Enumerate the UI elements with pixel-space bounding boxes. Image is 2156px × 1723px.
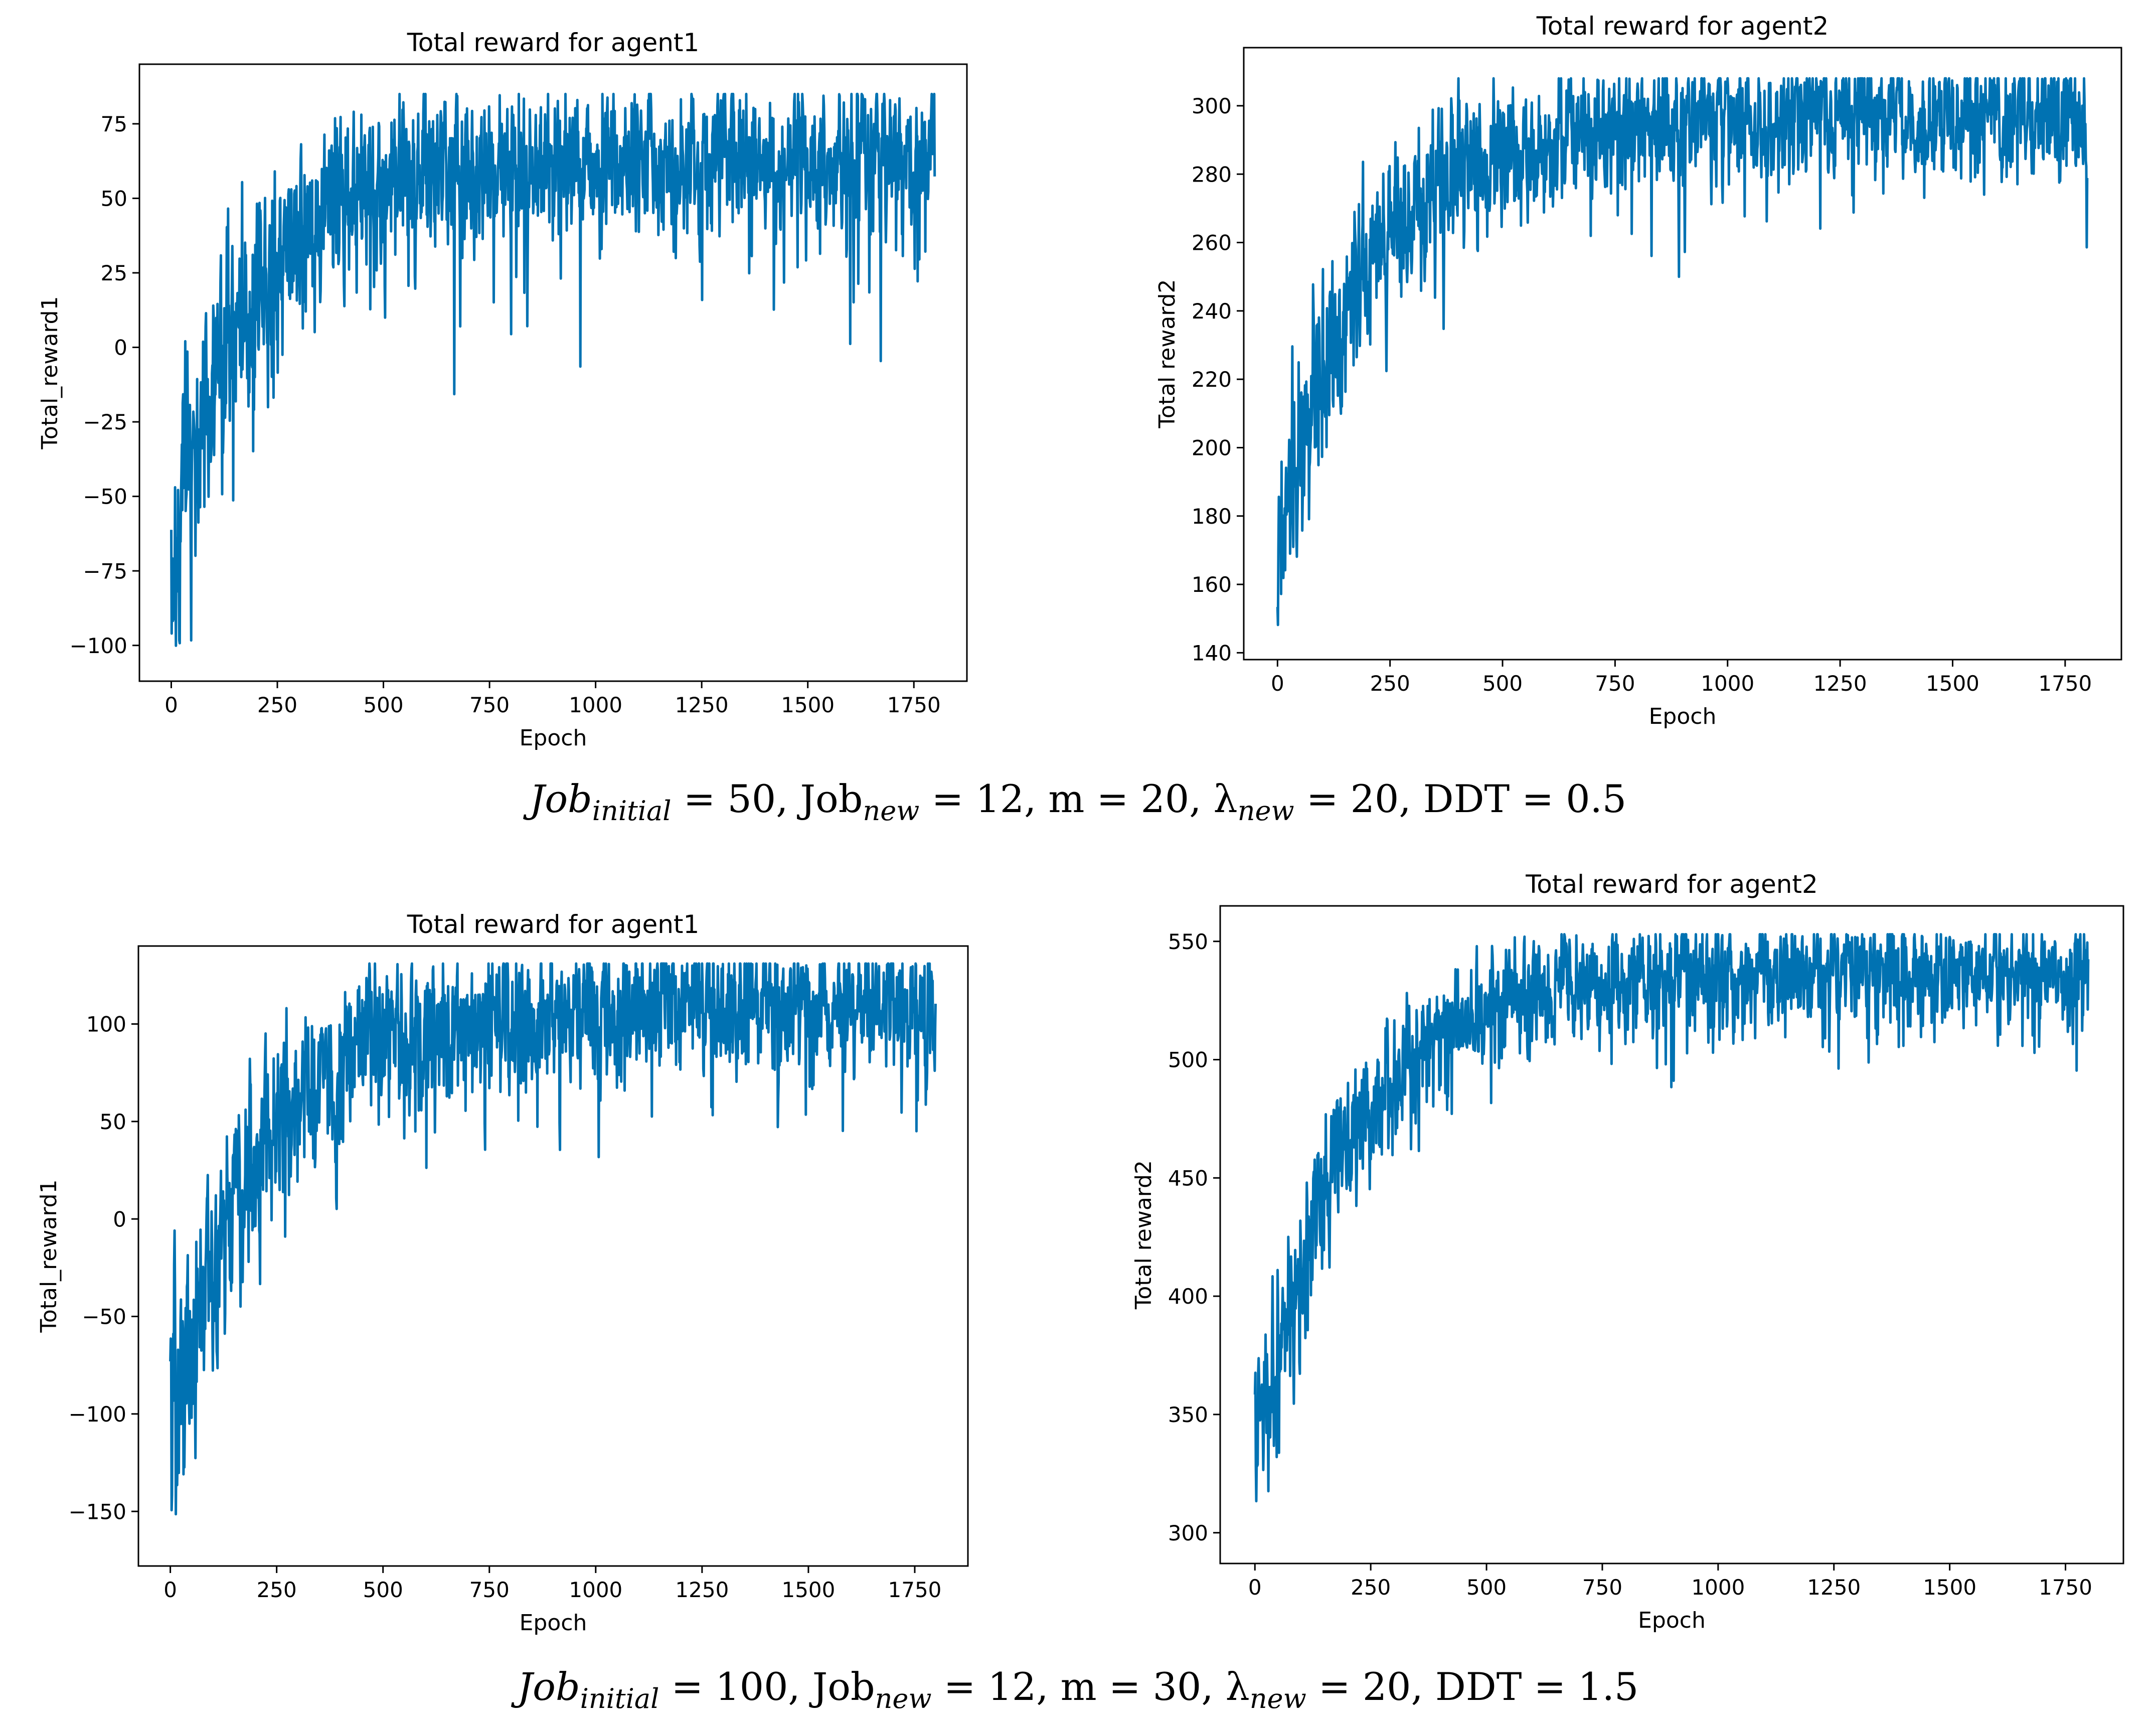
plot-frame [1243, 47, 2122, 661]
y-tick-label: 280 [1192, 162, 1232, 187]
series-line [170, 92, 936, 647]
x-tick-label: 1250 [1807, 1575, 1861, 1600]
chart-title: Total reward for agent1 [407, 910, 700, 939]
chart-1: 0 250 500 750 1000 1250 1500 1750 −100 −75 −50 −25 0… [37, 28, 968, 751]
series-line [1253, 933, 2090, 1503]
y-tick-label: −50 [83, 485, 127, 509]
y-tick-label: 160 [1192, 572, 1232, 597]
y-tick-label: −50 [82, 1305, 126, 1329]
chart-title: Total reward for agent2 [1536, 12, 1829, 41]
x-tick-label: 1000 [569, 693, 622, 717]
x-tick-label: 1000 [1691, 1575, 1745, 1600]
y-tick-label: 500 [1168, 1048, 1208, 1072]
y-tick-label: 75 [101, 112, 127, 136]
caption-top: Jobinitial = 50, Jobnew = 12, m = 20, λn… [529, 776, 1627, 827]
y-axis-label: Total_reward1 [37, 296, 63, 449]
y-tick-label: −100 [69, 1402, 126, 1427]
y-tick-label: 240 [1192, 299, 1232, 324]
y-tick-label: 400 [1168, 1284, 1208, 1309]
x-tick-label: 1500 [1923, 1575, 1976, 1600]
y-tick-label: 0 [114, 336, 127, 360]
y-tick-label: 550 [1168, 929, 1208, 954]
plot-frame [137, 945, 969, 1567]
chart-3: 0 250 500 750 1000 1250 1500 1750 −150 −100 −50 0 50… [36, 910, 969, 1636]
x-tick-label: 500 [363, 1578, 403, 1602]
x-tick-label: 1750 [2039, 1575, 2092, 1600]
y-tick-label: 0 [113, 1207, 126, 1231]
y-tick-label: 300 [1192, 94, 1232, 118]
x-tick-label: 250 [257, 1578, 297, 1602]
chart-4: 0 250 500 750 1000 1250 1500 1750 300 350 400 450 50… [1131, 870, 2124, 1633]
y-axis-label: Total reward2 [1154, 279, 1180, 428]
x-tick-label: 750 [469, 1578, 510, 1602]
y-tick-label: 25 [101, 261, 127, 285]
x-tick-label: 1500 [1926, 671, 1979, 696]
y-tick-label: 50 [100, 1110, 126, 1134]
x-tick-label: 1000 [569, 1578, 622, 1602]
y-tick-label: 450 [1168, 1166, 1208, 1190]
y-tick-label: 220 [1192, 367, 1232, 392]
x-tick-label: 0 [164, 693, 178, 717]
x-axis-label: Epoch [1649, 704, 1717, 729]
y-tick-label: −75 [83, 559, 127, 583]
x-tick-label: 1750 [888, 1578, 942, 1602]
y-tick-label: 200 [1192, 436, 1232, 460]
y-tick-label: 140 [1192, 641, 1232, 665]
y-tick-label: −100 [70, 634, 127, 658]
plot-frame [1219, 905, 2124, 1564]
x-tick-label: 1500 [781, 693, 835, 717]
x-tick-label: 750 [469, 693, 510, 717]
x-axis-label: Epoch [520, 1610, 587, 1636]
x-tick-label: 1250 [675, 693, 729, 717]
x-tick-label: 250 [257, 693, 297, 717]
chart-title: Total reward for agent2 [1525, 870, 1818, 899]
y-axis-label: Total reward2 [1131, 1160, 1156, 1310]
y-tick-label: 300 [1168, 1521, 1208, 1545]
x-tick-label: 0 [163, 1578, 177, 1602]
series-line [169, 962, 937, 1516]
y-axis-label: Total_reward1 [36, 1179, 62, 1333]
plot-frame [138, 63, 968, 682]
x-tick-label: 1000 [1701, 671, 1754, 696]
x-tick-label: 500 [1466, 1575, 1507, 1600]
x-tick-label: 0 [1271, 671, 1284, 696]
x-axis-label: Epoch [520, 725, 587, 751]
x-tick-label: 1750 [887, 693, 941, 717]
x-tick-label: 1750 [2038, 671, 2092, 696]
x-tick-label: 1500 [781, 1578, 835, 1602]
y-tick-label: −25 [83, 410, 127, 434]
series-line [1276, 77, 2089, 626]
x-tick-label: 750 [1595, 671, 1635, 696]
x-tick-label: 1250 [1813, 671, 1867, 696]
y-tick-label: 350 [1168, 1402, 1208, 1427]
chart-title: Total reward for agent1 [407, 28, 700, 57]
x-axis-label: Epoch [1638, 1608, 1706, 1633]
x-tick-label: 250 [1351, 1575, 1391, 1600]
y-tick-label: 260 [1192, 231, 1232, 255]
caption-bottom: Jobinitial = 100, Jobnew = 12, m = 30, λ… [517, 1664, 1639, 1715]
y-tick-label: 50 [101, 187, 127, 211]
y-tick-label: 180 [1192, 504, 1232, 529]
x-tick-label: 500 [1482, 671, 1523, 696]
x-tick-label: 500 [363, 693, 403, 717]
y-tick-label: −150 [69, 1499, 126, 1524]
x-tick-label: 750 [1582, 1575, 1622, 1600]
chart-2: 0 250 500 750 1000 1250 1500 1750 140 160 180 200 22… [1154, 12, 2122, 729]
y-tick-label: 100 [86, 1012, 126, 1037]
x-tick-label: 1250 [675, 1578, 729, 1602]
x-tick-label: 0 [1248, 1575, 1262, 1600]
x-tick-label: 250 [1370, 671, 1410, 696]
